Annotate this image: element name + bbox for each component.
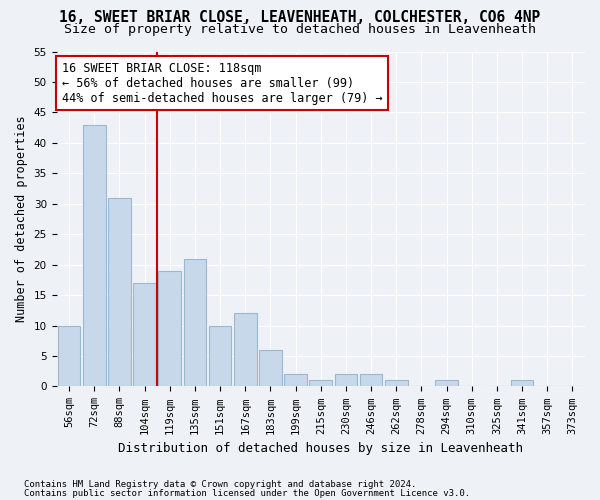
Bar: [234, 314, 257, 386]
Bar: [259, 350, 282, 387]
Bar: [360, 374, 382, 386]
Text: Contains public sector information licensed under the Open Government Licence v3: Contains public sector information licen…: [24, 488, 470, 498]
Y-axis label: Number of detached properties: Number of detached properties: [15, 116, 28, 322]
Bar: [209, 326, 232, 386]
Bar: [108, 198, 131, 386]
Text: Contains HM Land Registry data © Crown copyright and database right 2024.: Contains HM Land Registry data © Crown c…: [24, 480, 416, 489]
Bar: [158, 270, 181, 386]
Bar: [385, 380, 407, 386]
Bar: [184, 258, 206, 386]
Text: 16, SWEET BRIAR CLOSE, LEAVENHEATH, COLCHESTER, CO6 4NP: 16, SWEET BRIAR CLOSE, LEAVENHEATH, COLC…: [59, 10, 541, 25]
Bar: [133, 283, 156, 387]
Bar: [58, 326, 80, 386]
Bar: [511, 380, 533, 386]
Bar: [310, 380, 332, 386]
Bar: [284, 374, 307, 386]
Bar: [435, 380, 458, 386]
Text: 16 SWEET BRIAR CLOSE: 118sqm
← 56% of detached houses are smaller (99)
44% of se: 16 SWEET BRIAR CLOSE: 118sqm ← 56% of de…: [62, 62, 382, 104]
Bar: [335, 374, 357, 386]
Bar: [83, 124, 106, 386]
Text: Size of property relative to detached houses in Leavenheath: Size of property relative to detached ho…: [64, 22, 536, 36]
X-axis label: Distribution of detached houses by size in Leavenheath: Distribution of detached houses by size …: [118, 442, 523, 455]
